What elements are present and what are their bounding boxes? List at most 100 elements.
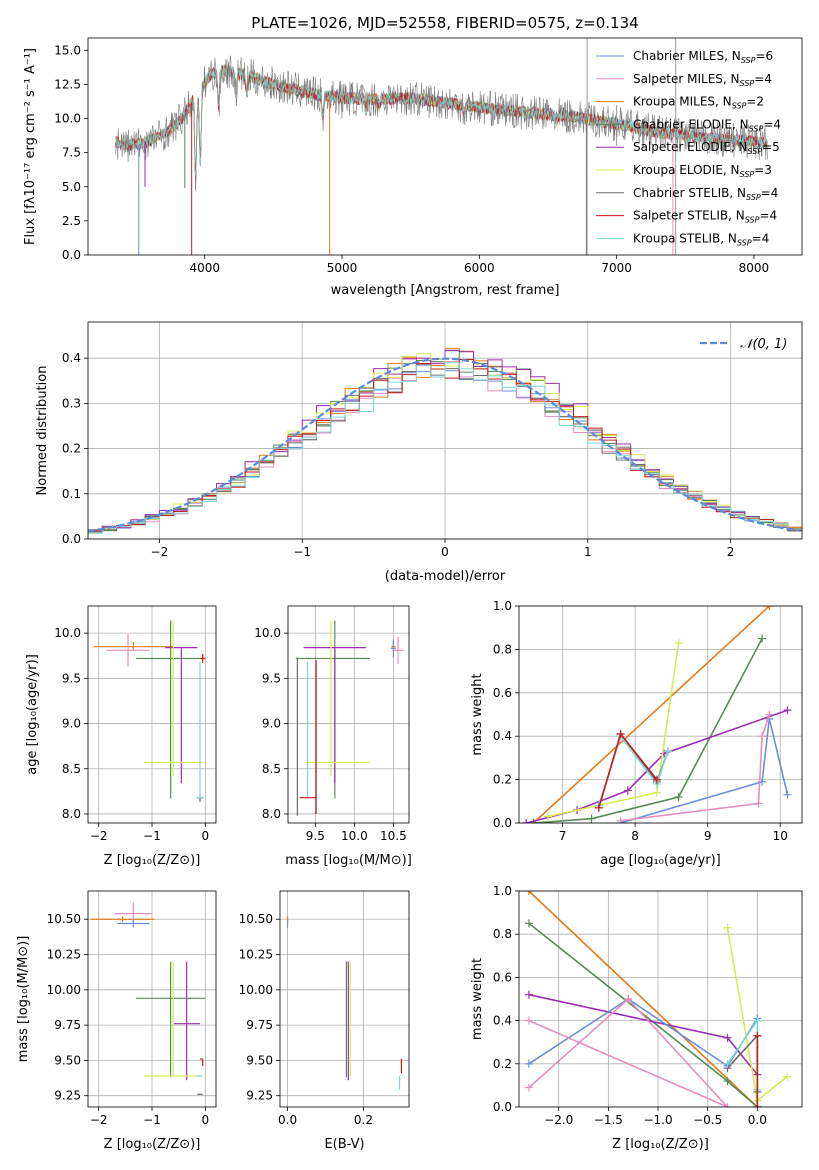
y-tick-label: 0.0 [493, 816, 512, 830]
y-axis-label: mass [log₁₀(M/M⊙)] [16, 936, 31, 1063]
axes-frame [87, 37, 803, 256]
panel-mass-vs-z: −2 −1 0 9.25 9.50 9.75 10.00 10.25 10.50 Z [log₁₀… [16, 890, 217, 1152]
y-tick-label: 10.0 [54, 626, 81, 640]
weight-marker [544, 812, 553, 821]
panel-mass-vs-ebv: 0.0 0.2 9.25 9.50 9.75 10.00 10.25 10.50 E(B-V) [239, 890, 410, 1152]
y-tick-label: 15.0 [54, 43, 81, 57]
x-tick-label: 9.5 [306, 829, 325, 843]
y-tick-label: 10.25 [47, 948, 81, 962]
y-axis-label: age [log₁₀(age/yr)] [25, 654, 40, 775]
legend-entry: Kroupa STELIB, NSSP=4 [633, 231, 769, 247]
y-tick-label: 2.5 [62, 214, 81, 228]
y-tick-label: 0.0 [62, 532, 81, 546]
legend-entry: Chabrier STELIB, NSSP=4 [633, 186, 778, 202]
axes-frame [279, 890, 410, 1108]
axes-frame [518, 890, 803, 1108]
y-tick-label: 0.8 [493, 927, 512, 941]
panel-weight-vs-z: −2.0 −1.5 −1.0 −0.5 0.0 0.0 0.2 0.4 0.6 0.8 1.0 Z [… [470, 884, 803, 1152]
weight-marker [652, 788, 661, 797]
weight-marker [623, 786, 632, 795]
x-tick-label: −0.5 [693, 1113, 722, 1127]
y-tick-label: 9.50 [246, 1053, 273, 1067]
weight-marker [524, 990, 533, 999]
weight-marker [723, 1033, 732, 1042]
weight-marker [524, 1059, 533, 1068]
errorbar-point [144, 620, 203, 776]
y-tick-label: 10.0 [54, 112, 81, 126]
weight-marker [674, 792, 683, 801]
y-tick-label: 10.25 [239, 948, 273, 962]
y-tick-label: 9.0 [62, 717, 81, 731]
weight-series [528, 891, 758, 1107]
x-tick-label: −1.0 [643, 1113, 672, 1127]
y-axis-label: mass weight [470, 958, 485, 1040]
errorbar-point [144, 961, 203, 1077]
x-tick-label: −2.0 [544, 1113, 573, 1127]
y-tick-label: 8.5 [62, 762, 81, 776]
weight-series [533, 638, 763, 823]
errorbar-point [200, 1058, 204, 1067]
x-tick-label: 1 [584, 545, 592, 559]
y-tick-label: 0.8 [493, 642, 512, 656]
axes-frame [518, 605, 803, 824]
weight-series [526, 709, 788, 823]
axes-frame [87, 605, 217, 824]
weight-marker [624, 995, 633, 1003]
y-tick-label: 0.4 [493, 1014, 512, 1028]
y-axis-label: mass weight [470, 673, 485, 755]
legend-entry: Kroupa MILES, NSSP=2 [633, 95, 764, 111]
weight-marker [783, 1072, 792, 1081]
legend: Chabrier MILES, NSSP=6 Salpeter MILES, NS… [596, 49, 781, 247]
y-tick-label: 7.5 [62, 146, 81, 160]
x-tick-label: 8 [631, 829, 639, 843]
y-tick-label: 8.5 [262, 762, 281, 776]
x-tick-label: 9 [704, 829, 712, 843]
spectrum-line [115, 65, 768, 176]
x-axis-label: mass [log₁₀(M/M⊙)] [285, 853, 412, 868]
spectrum-line [115, 55, 768, 191]
y-tick-label: 10.00 [47, 983, 81, 997]
plot-area [88, 347, 802, 536]
y-tick-label: 5.0 [62, 180, 81, 194]
weight-marker [758, 732, 767, 741]
weight-marker [663, 747, 672, 756]
x-tick-label: 2 [727, 545, 735, 559]
y-tick-label: 1.0 [493, 884, 512, 898]
errorbar-point [392, 636, 404, 664]
plot-area [93, 620, 206, 803]
legend-entry: Chabrier MILES, NSSP=6 [633, 49, 773, 65]
weight-marker [723, 1103, 732, 1107]
weight-marker [723, 1059, 732, 1068]
weight-marker [524, 919, 533, 928]
normal-curve [88, 357, 800, 533]
weight-marker [753, 1031, 762, 1040]
x-tick-label: 7000 [601, 261, 632, 275]
axes-frame [287, 605, 410, 824]
x-axis-label: wavelength [Angstrom, rest frame] [331, 283, 560, 298]
weight-marker [616, 730, 625, 739]
y-tick-label: 9.25 [246, 1089, 273, 1103]
legend-entry: Chabrier ELODIE, NSSP=4 [633, 117, 781, 133]
x-tick-label: 0 [441, 545, 449, 559]
weight-marker [674, 638, 683, 647]
x-tick-label: 4000 [189, 261, 220, 275]
histogram-series [88, 362, 802, 534]
y-tick-label: 10.0 [254, 626, 281, 640]
x-tick-label: 0 [202, 829, 210, 843]
y-tick-label: 9.0 [262, 717, 281, 731]
chart-title: PLATE=1026, MJD=52558, FIBERID=0575, z=0… [251, 14, 638, 32]
panel-residuals: −2 −1 0 1 2 0.0 0.1 0.2 0.3 0.4 (data-model)/error… [35, 321, 803, 584]
x-tick-label: −2 [90, 829, 108, 843]
legend-entry: Salpeter STELIB, NSSP=4 [633, 209, 777, 225]
errorbar-point [391, 639, 396, 658]
weight-series [528, 997, 729, 1107]
x-tick-label: 8000 [739, 261, 770, 275]
y-tick-label: 8.0 [62, 807, 81, 821]
plot-area [286, 916, 403, 1091]
x-tick-label: 6000 [464, 261, 495, 275]
y-tick-label: 9.5 [62, 671, 81, 685]
x-axis-label: Z [log₁₀(Z/Z⊙)] [104, 1137, 201, 1152]
x-tick-label: 0.0 [748, 1113, 767, 1127]
y-tick-label: 9.25 [54, 1089, 81, 1103]
